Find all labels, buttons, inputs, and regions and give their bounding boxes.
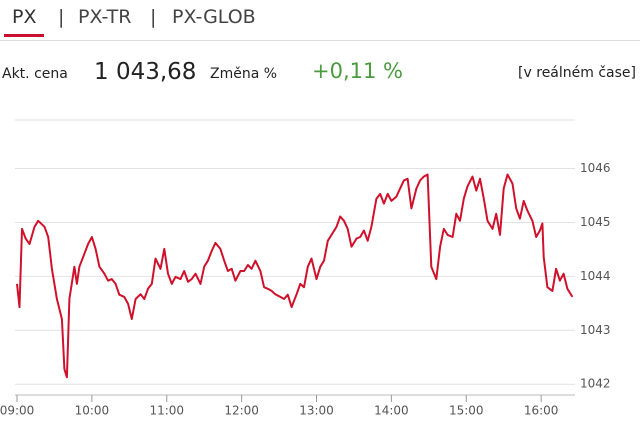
y-tick-label: 1042 (580, 377, 611, 391)
tab[interactable]: PX-GLOB (172, 6, 256, 28)
tab[interactable]: PX-TR (78, 6, 132, 28)
change-label: Změna % (210, 66, 278, 82)
y-tick-label: 1045 (580, 215, 611, 229)
price: 1 043,68 (94, 59, 197, 85)
x-tick-label: 15:00 (449, 404, 484, 418)
separator: | (150, 6, 157, 28)
x-tick-label: 11:00 (149, 404, 184, 418)
x-tick-label: 12:00 (224, 404, 259, 418)
x-tick-label: 09:00 (0, 404, 34, 418)
tab-bar: PX | PX-TR | PX-GLOB (0, 0, 640, 41)
change: +0,11 % (312, 59, 403, 83)
x-tick-label: 13:00 (299, 404, 334, 418)
y-tick-label: 1046 (580, 161, 611, 175)
x-tick-label: 10:00 (75, 404, 110, 418)
tab[interactable]: PX (4, 6, 45, 37)
x-tick-label: 16:00 (524, 404, 559, 418)
realtime-note: [v reálném čase] (518, 65, 636, 81)
y-tick-label: 1044 (580, 269, 611, 283)
x-tick-label: 14:00 (374, 404, 409, 418)
y-tick-label: 1043 (580, 323, 611, 337)
price-label: Akt. cena (2, 66, 68, 82)
price-line (16, 173, 574, 379)
separator: | (58, 6, 65, 28)
